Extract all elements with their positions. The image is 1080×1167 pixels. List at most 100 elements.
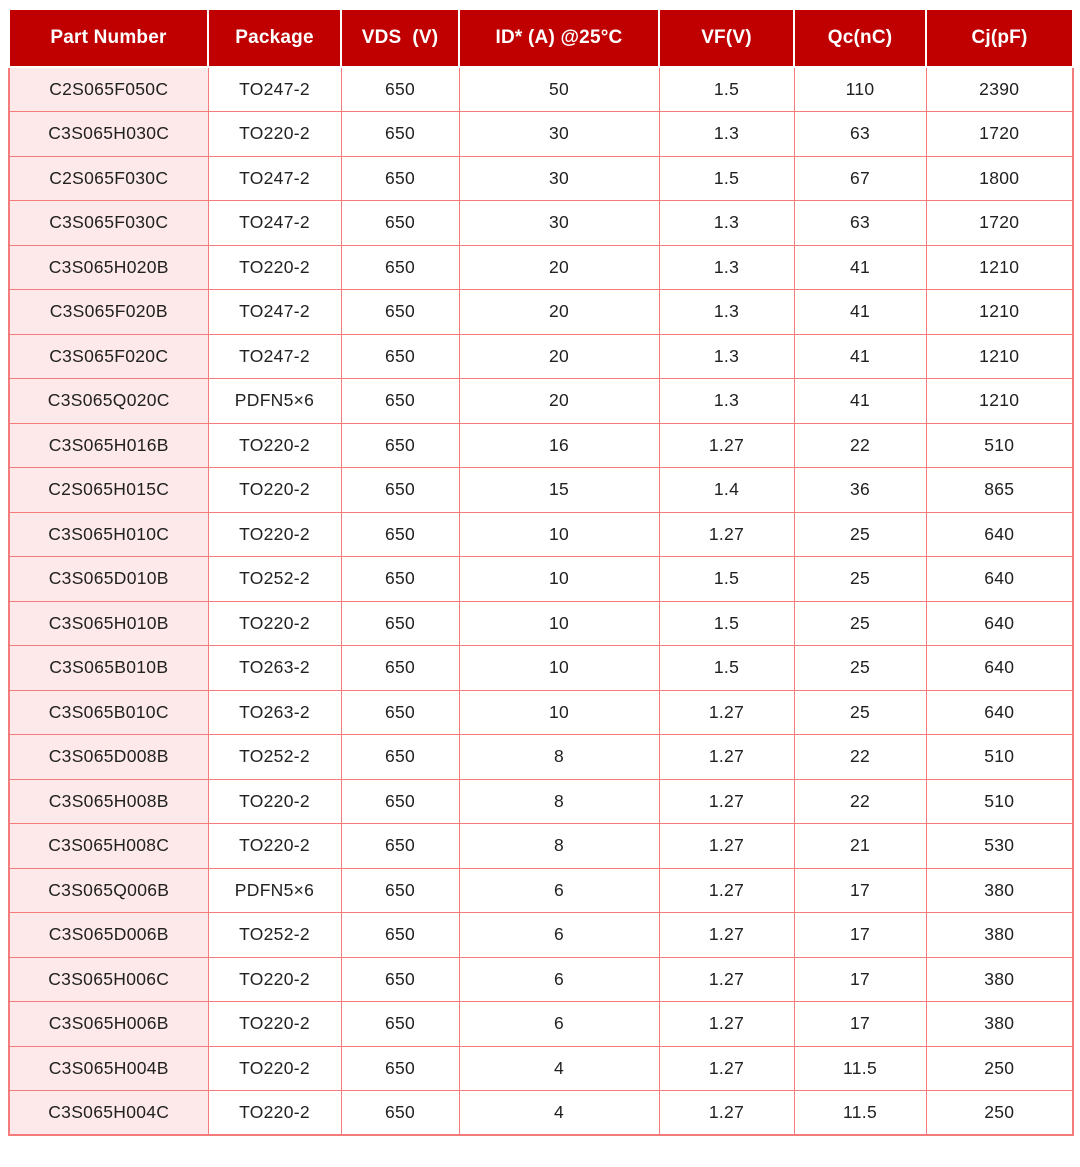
cell-vds: 650 xyxy=(340,378,460,424)
table-row: C3S065H004C TO220-2 650 4 1.27 11.5 250 xyxy=(8,1090,1074,1136)
cell-cj: 510 xyxy=(925,734,1074,780)
cell-id-current: 16 xyxy=(458,422,660,468)
cell-part-number: C3S065H008C xyxy=(8,823,209,869)
cell-part-number: C3S065D006B xyxy=(8,912,209,958)
cell-qc: 25 xyxy=(793,645,927,691)
cell-part-number: C2S065H015C xyxy=(8,467,209,513)
cell-vf: 1.27 xyxy=(658,867,795,913)
cell-vf: 1.27 xyxy=(658,689,795,735)
cell-id-current: 6 xyxy=(458,1001,660,1047)
cell-part-number: C3S065H020B xyxy=(8,244,209,290)
cell-qc: 11.5 xyxy=(793,1045,927,1091)
cell-qc: 36 xyxy=(793,467,927,513)
cell-qc: 110 xyxy=(793,66,927,112)
cell-package: TO247-2 xyxy=(207,289,342,335)
cell-vds: 650 xyxy=(340,734,460,780)
cell-package: TO252-2 xyxy=(207,912,342,958)
cell-vds: 650 xyxy=(340,66,460,112)
header-cell-package: Package xyxy=(207,8,342,68)
cell-vds: 650 xyxy=(340,1001,460,1047)
cell-qc: 25 xyxy=(793,689,927,735)
cell-cj: 640 xyxy=(925,645,1074,691)
header-row: Part Number Package VDS (V) ID* (A) @25°… xyxy=(8,8,1074,68)
cell-cj: 1720 xyxy=(925,200,1074,246)
cell-cj: 640 xyxy=(925,689,1074,735)
cell-id-current: 8 xyxy=(458,734,660,780)
table-row: C3S065H010B TO220-2 650 10 1.5 25 640 xyxy=(8,600,1074,646)
cell-qc: 67 xyxy=(793,155,927,201)
cell-vds: 650 xyxy=(340,689,460,735)
cell-qc: 25 xyxy=(793,511,927,557)
cell-vf: 1.5 xyxy=(658,645,795,691)
cell-id-current: 15 xyxy=(458,467,660,513)
cell-vf: 1.3 xyxy=(658,244,795,290)
cell-id-current: 10 xyxy=(458,600,660,646)
cell-vf: 1.5 xyxy=(658,556,795,602)
cell-qc: 63 xyxy=(793,111,927,157)
cell-vf: 1.27 xyxy=(658,823,795,869)
cell-vds: 650 xyxy=(340,912,460,958)
table-row: C3S065F030C TO247-2 650 30 1.3 63 1720 xyxy=(8,200,1074,246)
cell-package: TO220-2 xyxy=(207,511,342,557)
cell-vf: 1.27 xyxy=(658,1090,795,1136)
cell-vds: 650 xyxy=(340,511,460,557)
cell-part-number: C3S065D008B xyxy=(8,734,209,780)
cell-vf: 1.3 xyxy=(658,111,795,157)
cell-package: TO220-2 xyxy=(207,1001,342,1047)
cell-id-current: 10 xyxy=(458,511,660,557)
table-row: C3S065B010C TO263-2 650 10 1.27 25 640 xyxy=(8,689,1074,735)
cell-vds: 650 xyxy=(340,155,460,201)
cell-cj: 2390 xyxy=(925,66,1074,112)
cell-vf: 1.27 xyxy=(658,734,795,780)
cell-id-current: 30 xyxy=(458,111,660,157)
table-row: C3S065H010C TO220-2 650 10 1.27 25 640 xyxy=(8,511,1074,557)
cell-vf: 1.5 xyxy=(658,600,795,646)
table-row: C3S065F020C TO247-2 650 20 1.3 41 1210 xyxy=(8,333,1074,379)
cell-cj: 1210 xyxy=(925,244,1074,290)
cell-package: PDFN5×6 xyxy=(207,867,342,913)
cell-package: TO220-2 xyxy=(207,1090,342,1136)
cell-vf: 1.27 xyxy=(658,422,795,468)
header-cell-vds: VDS (V) xyxy=(340,8,460,68)
cell-id-current: 10 xyxy=(458,556,660,602)
cell-vf: 1.3 xyxy=(658,333,795,379)
table-row: C3S065D008B TO252-2 650 8 1.27 22 510 xyxy=(8,734,1074,780)
cell-id-current: 4 xyxy=(458,1090,660,1136)
cell-package: TO220-2 xyxy=(207,823,342,869)
cell-vds: 650 xyxy=(340,1045,460,1091)
header-cell-id-current: ID* (A) @25°C xyxy=(458,8,660,68)
cell-package: TO220-2 xyxy=(207,422,342,468)
cell-qc: 21 xyxy=(793,823,927,869)
cell-cj: 250 xyxy=(925,1090,1074,1136)
cell-qc: 17 xyxy=(793,867,927,913)
cell-id-current: 10 xyxy=(458,645,660,691)
cell-package: TO220-2 xyxy=(207,956,342,1002)
cell-id-current: 30 xyxy=(458,155,660,201)
cell-id-current: 50 xyxy=(458,66,660,112)
table-row: C3S065H030C TO220-2 650 30 1.3 63 1720 xyxy=(8,111,1074,157)
cell-part-number: C3S065H006B xyxy=(8,1001,209,1047)
cell-cj: 380 xyxy=(925,1001,1074,1047)
header-cell-part-number: Part Number xyxy=(8,8,209,68)
header-cell-vf: VF(V) xyxy=(658,8,795,68)
cell-package: TO263-2 xyxy=(207,645,342,691)
cell-part-number: C3S065B010C xyxy=(8,689,209,735)
cell-cj: 865 xyxy=(925,467,1074,513)
cell-cj: 640 xyxy=(925,556,1074,602)
cell-vds: 650 xyxy=(340,467,460,513)
cell-vds: 650 xyxy=(340,867,460,913)
cell-part-number: C3S065H004B xyxy=(8,1045,209,1091)
cell-qc: 41 xyxy=(793,378,927,424)
cell-package: TO220-2 xyxy=(207,111,342,157)
cell-package: TO247-2 xyxy=(207,155,342,201)
cell-qc: 17 xyxy=(793,956,927,1002)
cell-part-number: C3S065F020C xyxy=(8,333,209,379)
cell-part-number: C3S065H006C xyxy=(8,956,209,1002)
cell-cj: 640 xyxy=(925,511,1074,557)
cell-vds: 650 xyxy=(340,956,460,1002)
table-row: C2S065F030C TO247-2 650 30 1.5 67 1800 xyxy=(8,155,1074,201)
cell-package: TO220-2 xyxy=(207,467,342,513)
table-row: C3S065Q020C PDFN5×6 650 20 1.3 41 1210 xyxy=(8,378,1074,424)
cell-cj: 1210 xyxy=(925,289,1074,335)
